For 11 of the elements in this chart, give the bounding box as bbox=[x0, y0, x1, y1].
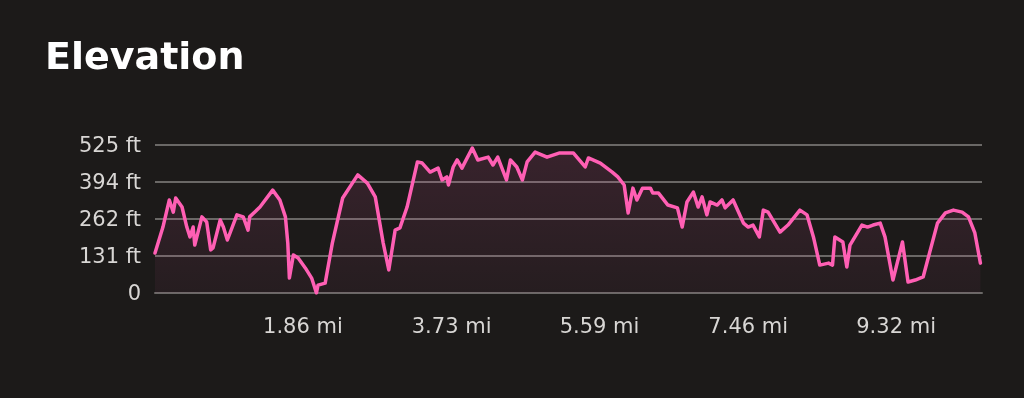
x-tick-label: 7.46 mi bbox=[708, 313, 789, 338]
chart-title: Elevation bbox=[45, 34, 245, 78]
x-tick-label: 1.86 mi bbox=[263, 313, 343, 338]
y-tick-label: 262 ft bbox=[78, 207, 141, 232]
y-tick-label: 525 ft bbox=[78, 133, 141, 157]
y-tick-label: 131 ft bbox=[78, 244, 141, 269]
y-tick-label: 394 ft bbox=[78, 169, 141, 194]
x-tick-label: 9.32 mi bbox=[856, 313, 936, 338]
y-tick-label: 0 bbox=[127, 281, 141, 305]
x-tick-label: 3.73 mi bbox=[411, 313, 492, 338]
x-tick-label: 5.59 mi bbox=[559, 313, 640, 338]
